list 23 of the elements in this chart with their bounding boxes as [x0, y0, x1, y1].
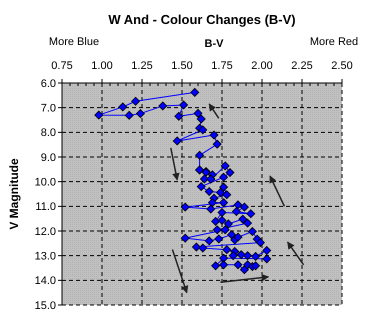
y-tick-label: 15.0 — [34, 300, 56, 312]
x-tick-label: 1.00 — [91, 60, 113, 72]
x-tick-label: 1.50 — [171, 60, 193, 72]
x-tick-label: 2.00 — [251, 60, 273, 72]
y-tick-label: 7.0 — [40, 102, 56, 115]
y-tick-label: 9.0 — [40, 152, 56, 164]
x-tick-label: 2.25 — [291, 60, 313, 72]
chart-title: W And - Colour Changes (B-V) — [108, 12, 296, 27]
y-tick-label: 10.0 — [34, 176, 56, 189]
y-tick-label: 13.0 — [34, 250, 56, 263]
x-tick-label: 2.50 — [331, 60, 353, 72]
x-tick-label: 0.75 — [51, 60, 73, 72]
x-tick-label: 1.75 — [211, 60, 233, 72]
y-tick-label: 12.0 — [34, 226, 56, 238]
y-tick-label: 6.0 — [40, 78, 56, 90]
y-tick-label: 11.0 — [35, 201, 56, 214]
y-tick-label: 14.0 — [34, 275, 56, 288]
text: More Red — [310, 36, 358, 48]
x-axis-title: B-V — [204, 38, 224, 50]
y-axis-title: V Magnitude — [7, 158, 21, 230]
x-tick-label: 1.25 — [131, 60, 153, 72]
y-tick-label: 8.0 — [40, 127, 56, 140]
text: More Blue — [48, 36, 100, 48]
